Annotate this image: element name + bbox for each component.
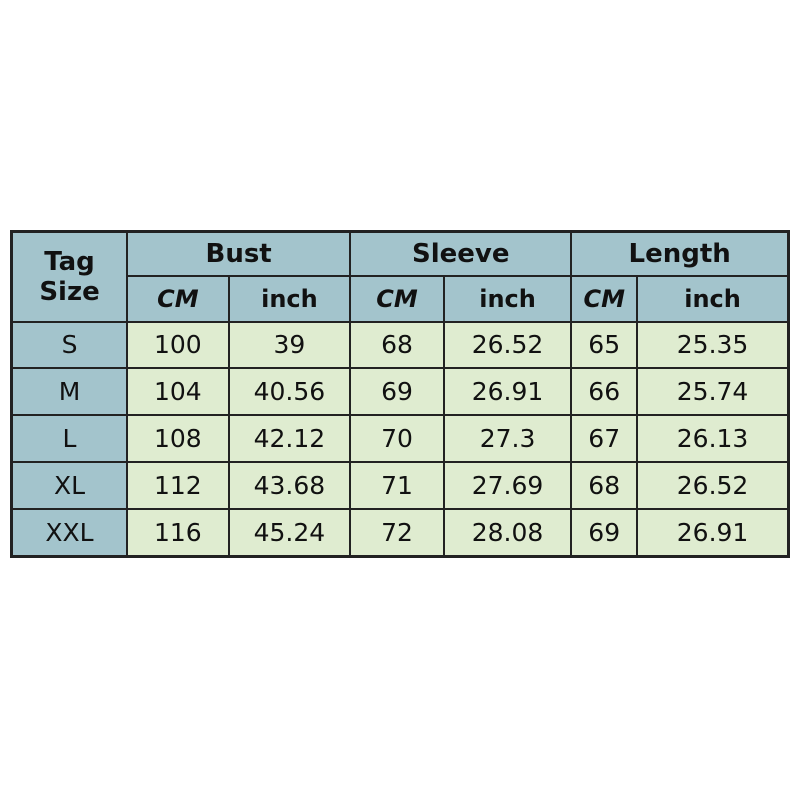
value-cell: 42.12 xyxy=(227,414,352,464)
size-cell: M xyxy=(10,367,129,417)
tag-size-header: Tag Size xyxy=(10,230,129,323)
sleeve-header: Sleeve xyxy=(349,230,573,277)
size-cell: S xyxy=(10,320,129,370)
value-cell: 72 xyxy=(349,507,445,558)
value-cell: 112 xyxy=(126,461,230,510)
unit-header: inch xyxy=(227,274,352,323)
table-row: L 108 42.12 70 27.3 67 26.13 xyxy=(10,414,790,464)
value-cell: 25.74 xyxy=(636,367,790,417)
value-cell: 116 xyxy=(126,507,230,558)
value-cell: 68 xyxy=(349,320,445,370)
value-cell: 27.3 xyxy=(442,414,573,464)
value-cell: 43.68 xyxy=(227,461,352,510)
size-cell: L xyxy=(10,414,129,464)
value-cell: 67 xyxy=(570,414,639,464)
value-cell: 108 xyxy=(126,414,230,464)
bust-header: Bust xyxy=(126,230,352,277)
size-cell: XXL xyxy=(10,507,129,558)
value-cell: 25.35 xyxy=(636,320,790,370)
value-cell: 40.56 xyxy=(227,367,352,417)
table-row: S 100 39 68 26.52 65 25.35 xyxy=(10,320,790,370)
value-cell: 26.91 xyxy=(636,507,790,558)
size-chart-table: Tag Size Bust Sleeve Length CM inch CM in… xyxy=(10,230,790,558)
size-cell: XL xyxy=(10,461,129,510)
unit-header: inch xyxy=(442,274,573,323)
value-cell: 27.69 xyxy=(442,461,573,510)
unit-header: CM xyxy=(349,274,445,323)
value-cell: 70 xyxy=(349,414,445,464)
value-cell: 26.52 xyxy=(442,320,573,370)
value-cell: 28.08 xyxy=(442,507,573,558)
table-row: XL 112 43.68 71 27.69 68 26.52 xyxy=(10,461,790,510)
value-cell: 26.52 xyxy=(636,461,790,510)
length-header: Length xyxy=(570,230,790,277)
unit-header: CM xyxy=(126,274,230,323)
value-cell: 26.13 xyxy=(636,414,790,464)
value-cell: 100 xyxy=(126,320,230,370)
value-cell: 65 xyxy=(570,320,639,370)
value-cell: 104 xyxy=(126,367,230,417)
value-cell: 39 xyxy=(227,320,352,370)
value-cell: 71 xyxy=(349,461,445,510)
value-cell: 45.24 xyxy=(227,507,352,558)
table-row: XXL 116 45.24 72 28.08 69 26.91 xyxy=(10,507,790,558)
value-cell: 26.91 xyxy=(442,367,573,417)
value-cell: 69 xyxy=(349,367,445,417)
unit-header: inch xyxy=(636,274,790,323)
unit-header: CM xyxy=(570,274,639,323)
table-row: M 104 40.56 69 26.91 66 25.74 xyxy=(10,367,790,417)
value-cell: 69 xyxy=(570,507,639,558)
value-cell: 68 xyxy=(570,461,639,510)
value-cell: 66 xyxy=(570,367,639,417)
